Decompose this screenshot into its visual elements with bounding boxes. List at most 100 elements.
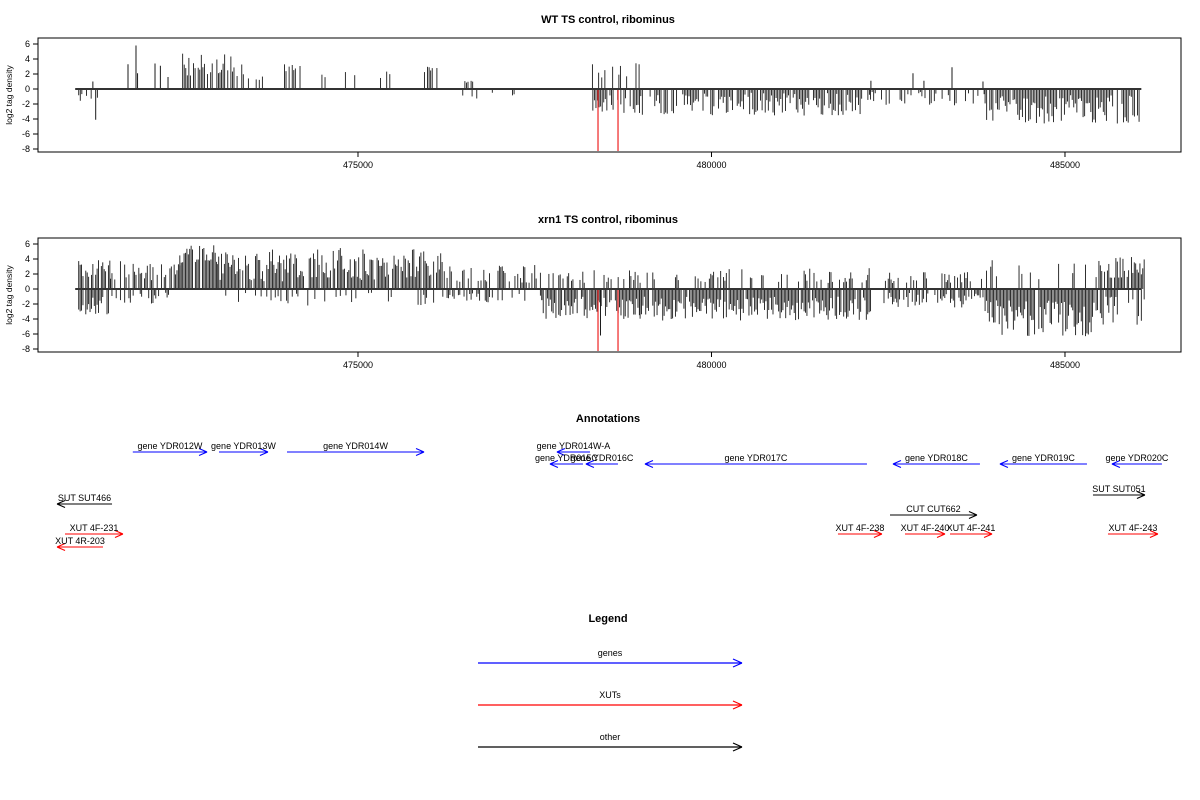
feature-gene-ydr013w: gene YDR013W (211, 441, 276, 457)
density-spike (135, 45, 137, 89)
density-spike (159, 65, 161, 89)
feature-gene-ydr012w: gene YDR012W (132, 441, 208, 457)
density-spike (982, 81, 984, 89)
legend-label: other (600, 732, 621, 742)
feature-gene-ydr014w-a: gene YDR014W-A (537, 441, 611, 457)
x-tick-label: 480000 (696, 360, 726, 370)
feature-label: gene YDR014W (323, 441, 388, 451)
legend-item-xuts: XUTs (478, 690, 743, 710)
panel2-yaxis-label: log2 tag density (4, 264, 14, 324)
legend-arrowhead (732, 742, 743, 748)
feature-arrowhead (873, 529, 883, 535)
density-bars (78, 245, 1145, 337)
legend-block: genes XUTs other (478, 648, 743, 752)
feature-arrowhead (556, 447, 566, 453)
feature-cut-cut662: CUT CUT662 (890, 504, 978, 520)
feature-label: gene YDR019C (1012, 453, 1075, 463)
y-tick-label: -8 (22, 144, 30, 154)
feature-arrowhead (56, 499, 66, 505)
feature-arrowhead (983, 533, 993, 539)
feature-arrowhead (1136, 494, 1146, 500)
feature-gene-ydr014w: gene YDR014W (287, 441, 425, 457)
plot-box (37, 237, 1182, 353)
feature-arrowhead (114, 529, 124, 535)
y-tick-label: 4 (25, 254, 30, 264)
density-bars (78, 45, 1140, 124)
feature-label: gene YDR012W (137, 441, 202, 451)
feature-label: gene YDR018C (905, 453, 968, 463)
y-tick-label: 0 (25, 84, 30, 94)
feature-arrowhead (56, 503, 66, 509)
density-spike (870, 80, 872, 89)
legend-title: Legend (588, 613, 627, 625)
y-tick-label: -4 (22, 114, 30, 124)
feature-arrowhead (1111, 459, 1121, 465)
y-tick-label: 0 (25, 284, 30, 294)
panel1-yaxis-label: log2 tag density (4, 64, 14, 124)
feature-label: XUT 4F-241 (947, 523, 996, 533)
feature-xut-4f-231: XUT 4F-231 (65, 523, 124, 539)
plot-box (37, 37, 1182, 153)
y-tick-label: -6 (22, 329, 30, 339)
feature-gene-ydr019c: gene YDR019C (999, 453, 1087, 469)
density-spike (137, 73, 139, 89)
feature-label: gene YDR017C (725, 453, 788, 463)
feature-arrowhead (556, 451, 566, 457)
feature-arrowhead (999, 463, 1009, 469)
density-spike (599, 289, 601, 336)
feature-arrowhead (415, 451, 425, 457)
legend-item-other: other (478, 732, 743, 752)
feature-arrowhead (968, 510, 978, 516)
feature-gene-ydr018c: gene YDR018C (892, 453, 980, 469)
feature-label: CUT CUT662 (906, 504, 960, 514)
feature-arrowhead (259, 451, 269, 457)
feature-gene-ydr015c: gene YDR015C (535, 453, 598, 469)
feature-arrowhead (1111, 463, 1121, 469)
feature-arrowhead (644, 463, 654, 469)
feature-arrowhead (585, 463, 595, 469)
y-tick-label: 4 (25, 54, 30, 64)
feature-arrowhead (56, 546, 66, 552)
feature-label: XUT 4F-231 (70, 523, 119, 533)
feature-sut-sut466: SUT SUT466 (56, 493, 113, 509)
x-tick-label: 480000 (696, 160, 726, 170)
annotations-track: gene YDR012W gene YDR013W gene YDR014W gene… (55, 441, 1169, 552)
feature-xut-4f-241: XUT 4F-241 (947, 523, 996, 539)
feature-arrowhead (56, 542, 66, 548)
feature-arrowhead (549, 463, 559, 469)
density-spike (127, 64, 129, 89)
legend-label: XUTs (599, 690, 621, 700)
panel2-title: xrn1 TS control, ribominus (538, 214, 678, 226)
feature-arrowhead (415, 447, 425, 453)
feature-label: SUT SUT466 (58, 493, 111, 503)
y-tick-label: -8 (22, 344, 30, 354)
feature-arrowhead (198, 451, 208, 457)
feature-label: gene YDR013W (211, 441, 276, 451)
feature-arrowhead (549, 459, 559, 465)
feature-arrowhead (114, 533, 124, 539)
legend-arrowhead (732, 704, 743, 710)
feature-label: gene YDR020C (1105, 453, 1168, 463)
feature-sut-sut051: SUT SUT051 (1092, 484, 1146, 500)
feature-arrowhead (585, 459, 595, 465)
feature-label: gene YDR016C (570, 453, 633, 463)
feature-arrowhead (892, 463, 902, 469)
y-tick-label: -2 (22, 299, 30, 309)
legend-label: genes (598, 648, 623, 658)
panel1-title: WT TS control, ribominus (541, 14, 675, 26)
feature-arrowhead (1149, 529, 1159, 535)
feature-label: gene YDR015C (535, 453, 598, 463)
feature-gene-ydr016c: gene YDR016C (570, 453, 634, 469)
y-tick-label: 2 (25, 69, 30, 79)
x-tick-label: 475000 (343, 160, 373, 170)
x-tick-label: 475000 (343, 360, 373, 370)
feature-label: XUT 4R-203 (55, 536, 105, 546)
feature-xut-4f-243: XUT 4F-243 (1107, 523, 1159, 539)
x-tick-label: 485000 (1050, 160, 1080, 170)
density-spike (912, 73, 914, 89)
density-spike (95, 89, 97, 120)
y-tick-label: -4 (22, 314, 30, 324)
density-spike (951, 67, 953, 89)
wt-track-panel: 6 4 2 0 -2 -4 -6 -8 475000 480000 485000 (22, 37, 1182, 170)
feature-label: gene YDR014W-A (537, 441, 611, 451)
